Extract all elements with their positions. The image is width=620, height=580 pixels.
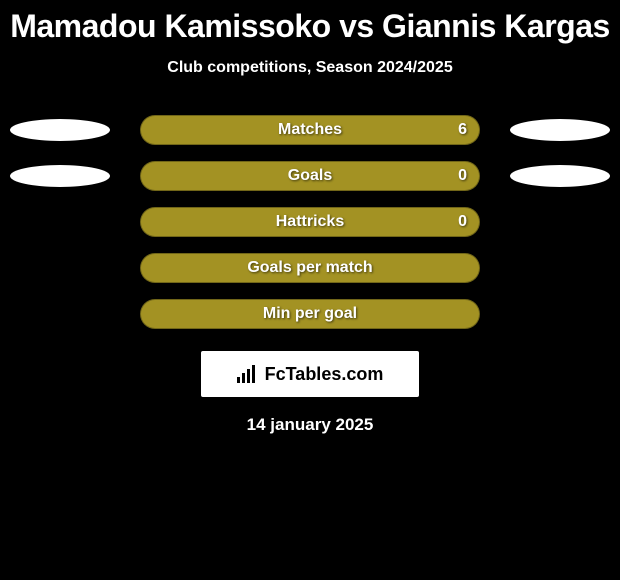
stat-row: Min per goal [0,299,620,329]
stat-bar: Goals 0 [140,161,480,191]
stat-value: 0 [458,167,467,185]
footer-date: 14 january 2025 [247,415,374,435]
stat-label: Goals [288,167,332,185]
stat-label: Min per goal [263,305,357,323]
stat-row: Goals 0 [0,161,620,191]
right-ellipse [510,119,610,141]
page-title: Mamadou Kamissoko vs Giannis Kargas [10,8,610,45]
left-ellipse [10,119,110,141]
stat-label: Goals per match [247,259,372,277]
stat-row: Hattricks 0 [0,207,620,237]
stat-value: 6 [458,121,467,139]
stat-value: 0 [458,213,467,231]
stat-rows: Matches 6 Goals 0 Hattricks 0 Goals per match M… [0,115,620,329]
left-ellipse [10,165,110,187]
stat-bar: Min per goal [140,299,480,329]
stat-row: Matches 6 [0,115,620,145]
chart-icon [237,365,259,383]
stat-label: Hattricks [276,213,344,231]
stat-bar: Goals per match [140,253,480,283]
stat-bar: Hattricks 0 [140,207,480,237]
subtitle: Club competitions, Season 2024/2025 [167,59,452,77]
stat-label: Matches [278,121,342,139]
stat-bar: Matches 6 [140,115,480,145]
right-ellipse [510,165,610,187]
stat-row: Goals per match [0,253,620,283]
logo-text: FcTables.com [265,364,384,385]
comparison-panel: Mamadou Kamissoko vs Giannis Kargas Club… [0,0,620,435]
branding-logo: FcTables.com [201,351,419,397]
